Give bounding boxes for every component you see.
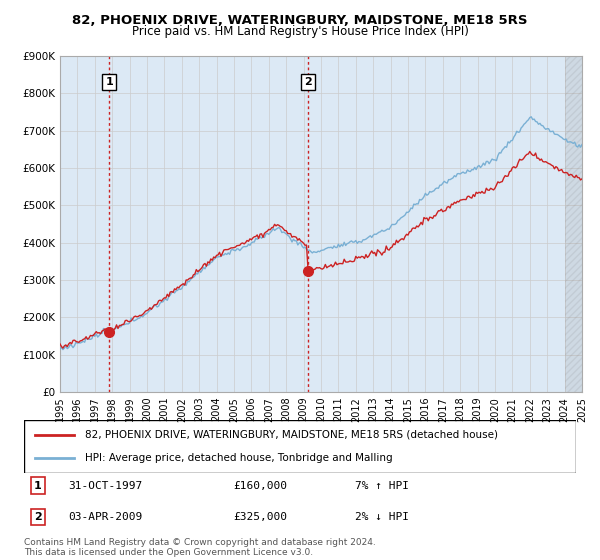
Text: 03-APR-2009: 03-APR-2009 bbox=[68, 512, 142, 522]
Text: Contains HM Land Registry data © Crown copyright and database right 2024.
This d: Contains HM Land Registry data © Crown c… bbox=[24, 538, 376, 557]
Text: 7% ↑ HPI: 7% ↑ HPI bbox=[355, 480, 409, 491]
Text: £160,000: £160,000 bbox=[234, 480, 288, 491]
Text: 2: 2 bbox=[34, 512, 41, 522]
Text: 1: 1 bbox=[106, 77, 113, 87]
Text: 82, PHOENIX DRIVE, WATERINGBURY, MAIDSTONE, ME18 5RS: 82, PHOENIX DRIVE, WATERINGBURY, MAIDSTO… bbox=[72, 14, 528, 27]
Text: HPI: Average price, detached house, Tonbridge and Malling: HPI: Average price, detached house, Tonb… bbox=[85, 453, 392, 463]
Text: 2% ↓ HPI: 2% ↓ HPI bbox=[355, 512, 409, 522]
Text: 1: 1 bbox=[34, 480, 41, 491]
Text: 2: 2 bbox=[304, 77, 312, 87]
Text: 31-OCT-1997: 31-OCT-1997 bbox=[68, 480, 142, 491]
Text: £325,000: £325,000 bbox=[234, 512, 288, 522]
Text: 82, PHOENIX DRIVE, WATERINGBURY, MAIDSTONE, ME18 5RS (detached house): 82, PHOENIX DRIVE, WATERINGBURY, MAIDSTO… bbox=[85, 430, 498, 440]
Text: Price paid vs. HM Land Registry's House Price Index (HPI): Price paid vs. HM Land Registry's House … bbox=[131, 25, 469, 38]
